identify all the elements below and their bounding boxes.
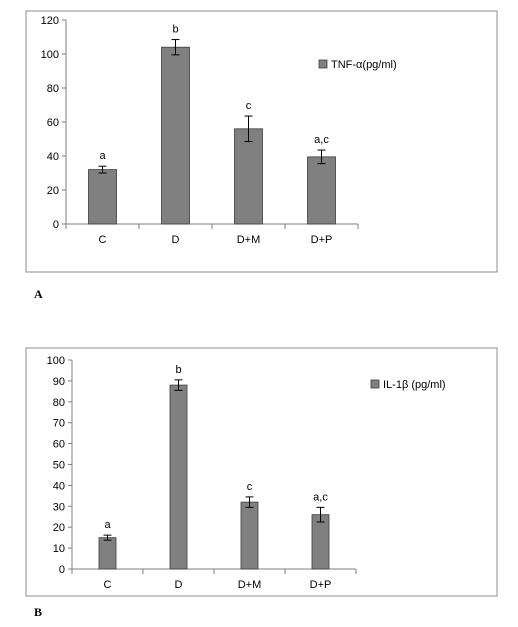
y-tick-label-b: 30 xyxy=(53,501,65,513)
chart-a: 0 20 40 60 80 100 120 C D D+M D+P a b c a,c TNF-α(pg/… xyxy=(25,10,498,273)
bar-b-1 xyxy=(169,384,188,570)
x-tick-label-a-1: D xyxy=(172,234,180,246)
chart-b-bars: a b c a,c xyxy=(98,364,330,570)
y-tick-label-a: 80 xyxy=(47,83,59,95)
significance-label-a-0: a xyxy=(99,150,106,162)
significance-label-a-3: a,c xyxy=(314,134,329,146)
error-bar-a-1 xyxy=(171,39,180,56)
error-bar-a-0 xyxy=(98,165,107,174)
legend-swatch-b xyxy=(370,379,380,389)
x-tick-label-b-0: C xyxy=(104,579,112,591)
legend-swatch-a xyxy=(318,59,328,69)
bar-a-0 xyxy=(88,169,117,225)
bar-a-2 xyxy=(234,128,263,225)
significance-label-a-2: c xyxy=(246,100,252,112)
y-tick-label-b: 40 xyxy=(53,480,65,492)
panel-label-b: B xyxy=(34,605,42,619)
bar-a-1 xyxy=(161,46,190,225)
error-bar-b-1 xyxy=(174,379,183,391)
y-tick-label-a: 120 xyxy=(41,15,59,27)
chart-b: 0 10 20 30 40 50 60 70 80 90 100 C D D+M D+P a b c a,c IL… xyxy=(25,347,498,597)
x-tick-label-b-3: D+P xyxy=(310,579,332,591)
significance-label-b-0: a xyxy=(104,519,111,531)
y-tick-label-a: 100 xyxy=(41,49,59,61)
x-tick-label-a-3: D+P xyxy=(311,234,333,246)
error-bar-b-2 xyxy=(245,496,254,508)
y-tick-label-b: 10 xyxy=(53,543,65,555)
significance-label-a-1: b xyxy=(172,24,178,36)
bar-a-3 xyxy=(307,156,336,225)
chart-b-axes: 0 10 20 30 40 50 60 70 80 90 100 C D D+M D+P xyxy=(47,355,357,591)
legend-label-a: TNF-α(pg/ml) xyxy=(331,59,397,71)
x-tick-label-b-2: D+M xyxy=(238,579,262,591)
y-tick-label-b: 100 xyxy=(47,355,65,367)
y-tick-label-a: 40 xyxy=(47,151,59,163)
significance-label-b-1: b xyxy=(175,364,181,376)
bar-b-2 xyxy=(240,501,259,570)
chart-a-bars: a b c a,c xyxy=(88,24,336,225)
error-bar-b-3 xyxy=(316,506,325,523)
error-bar-a-2 xyxy=(244,115,253,143)
bar-b-3 xyxy=(311,514,330,570)
x-tick-label-b-1: D xyxy=(175,579,183,591)
legend-label-b: IL-1β (pg/ml) xyxy=(383,379,446,391)
chart-b-legend: IL-1β (pg/ml) xyxy=(370,379,446,391)
x-tick-label-a-2: D+M xyxy=(237,234,261,246)
y-tick-label-a: 0 xyxy=(53,219,59,231)
significance-label-b-2: c xyxy=(247,481,253,493)
y-tick-label-b: 20 xyxy=(53,522,65,534)
significance-label-b-3: a,c xyxy=(313,491,328,503)
y-tick-label-b: 80 xyxy=(53,397,65,409)
y-tick-label-b: 50 xyxy=(53,460,65,472)
y-tick-label-b: 70 xyxy=(53,418,65,430)
error-bar-a-3 xyxy=(317,149,326,165)
y-tick-label-b: 90 xyxy=(53,376,65,388)
x-tick-label-a-0: C xyxy=(99,234,107,246)
y-tick-label-a: 20 xyxy=(47,185,59,197)
panel-label-a: A xyxy=(34,287,43,301)
y-tick-label-a: 60 xyxy=(47,117,59,129)
y-tick-label-b: 60 xyxy=(53,439,65,451)
bar-b-0 xyxy=(98,537,117,570)
y-tick-label-b: 0 xyxy=(59,564,65,576)
error-bar-b-0 xyxy=(103,534,112,541)
chart-a-legend: TNF-α(pg/ml) xyxy=(318,59,397,71)
